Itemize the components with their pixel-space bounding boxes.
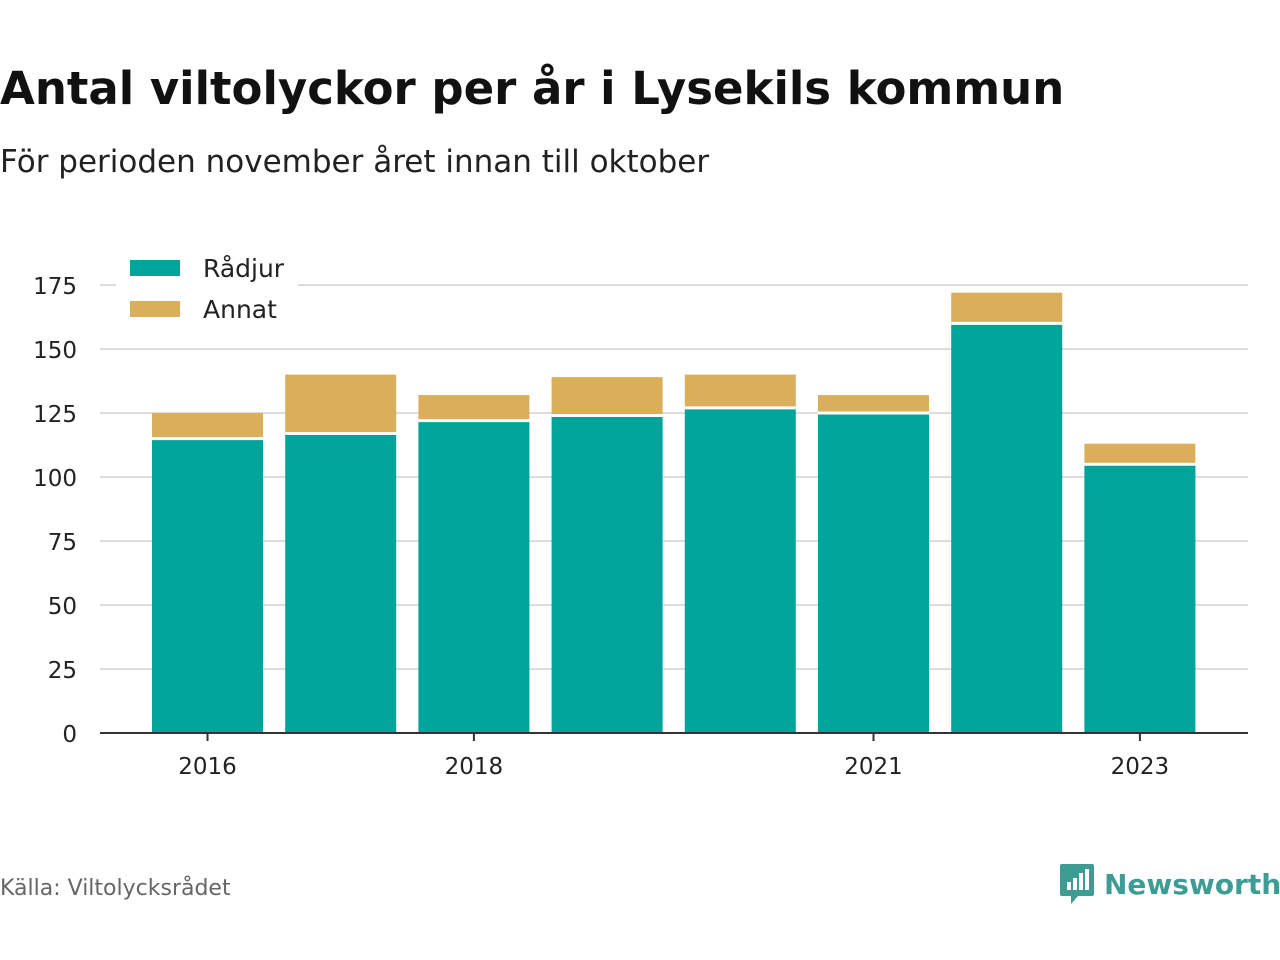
- brand-logo: Newsworthy: [1058, 862, 1280, 906]
- bar-annat: [551, 377, 663, 416]
- y-tick-label: 75: [48, 530, 77, 556]
- y-tick-label: 0: [62, 722, 77, 748]
- source-note: Källa: Viltolycksrådet: [0, 876, 231, 901]
- chart-title: Antal viltolyckor per år i Lysekils komm…: [0, 62, 1065, 115]
- bar-radjur: [418, 420, 530, 733]
- brand-name: Newsworthy: [1104, 867, 1280, 901]
- bar-annat: [418, 395, 530, 421]
- y-tick-label: 150: [33, 338, 77, 364]
- bar-annat: [951, 292, 1063, 324]
- y-tick-label: 25: [48, 658, 77, 684]
- bar-radjur: [818, 413, 929, 733]
- bar-annat: [152, 413, 263, 439]
- bar-annat: [1084, 443, 1196, 465]
- y-tick-label: 100: [33, 466, 77, 492]
- legend-swatch: [130, 260, 180, 276]
- chart-subtitle: För perioden november året innan till ok…: [0, 144, 710, 180]
- bar-radjur: [285, 433, 397, 733]
- y-tick-label: 50: [48, 594, 77, 620]
- bar-radjur: [684, 407, 796, 733]
- x-tick-label: 2018: [445, 754, 504, 780]
- bar-annat: [684, 374, 796, 408]
- bar-radjur: [1084, 464, 1196, 733]
- bar-radjur: [551, 415, 663, 733]
- bar-radjur: [152, 438, 263, 733]
- x-tick-label: 2016: [178, 754, 237, 780]
- legend-label: Rådjur: [203, 254, 285, 283]
- stacked-bar-chart: 0 25 50 75 100 125 150 175 2016 2018 2021 2023 Rådju…: [33, 254, 1248, 780]
- x-tick-label: 2023: [1111, 754, 1170, 780]
- bar-annat: [285, 374, 397, 434]
- y-tick-label: 125: [33, 402, 77, 428]
- bar-annat: [818, 395, 929, 413]
- bar-chart-speech-bubble-icon: [1060, 864, 1094, 904]
- legend-label: Annat: [203, 295, 277, 324]
- bar-radjur: [951, 323, 1063, 733]
- legend-swatch: [130, 301, 180, 317]
- y-tick-label: 175: [33, 274, 77, 300]
- x-tick-label: 2021: [844, 754, 903, 780]
